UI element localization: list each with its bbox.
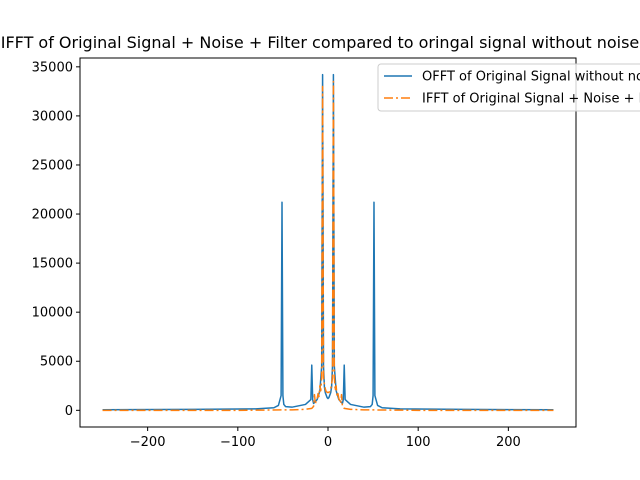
x-tick-label: 200 [496,435,521,450]
y-tick-label: 10000 [32,306,73,321]
plot-background [80,58,576,427]
y-axis: 0 5000 10000 15000 20000 25000 30000 35000 [32,60,80,419]
y-tick-label: 25000 [32,158,73,173]
x-tick-label: −100 [220,435,256,450]
y-tick-label: 15000 [32,257,73,272]
series-line-2 [102,80,554,412]
legend-box [377,63,640,112]
series-layer [102,73,554,412]
x-axis: −200 −100 0 100 200 [130,427,521,450]
x-tick-label: 0 [324,435,332,450]
x-tick-label: −200 [130,435,166,450]
y-tick-label: 20000 [32,208,73,223]
y-tick-label: 35000 [32,60,73,75]
legend: OFFT of Original Signal without noise IFF… [377,63,640,112]
plot-area [79,57,577,428]
y-tick-label: 0 [65,404,73,419]
x-tick-label: 100 [406,435,431,450]
legend-label-2: IFFT of Original Signal + Noise + Filter [422,92,640,107]
legend-label-1: OFFT of Original Signal without noise [422,70,640,85]
y-tick-label: 30000 [32,109,73,124]
y-tick-label: 5000 [40,355,73,370]
series-line-1 [102,73,554,411]
chart-title: IFFT of Original Signal + Noise + Filter… [1,33,640,52]
